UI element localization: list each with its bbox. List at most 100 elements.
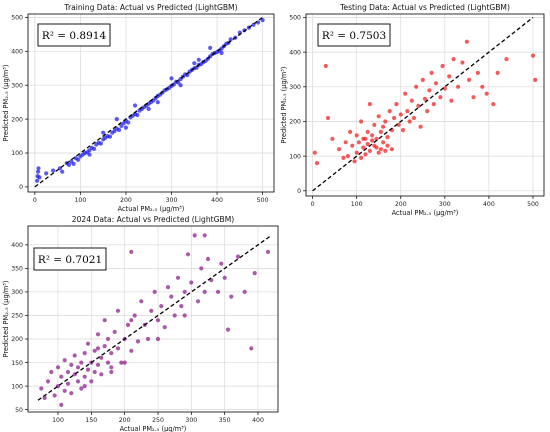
data-point bbox=[76, 157, 81, 162]
data-point bbox=[215, 289, 221, 294]
data-point bbox=[165, 285, 171, 290]
data-point bbox=[222, 275, 227, 280]
data-point bbox=[431, 102, 436, 107]
data-point bbox=[356, 140, 361, 145]
data-point bbox=[440, 63, 445, 69]
data-point bbox=[249, 346, 254, 351]
x-tick-label: 250 bbox=[152, 417, 164, 424]
chart-train: 0 100 200 300 400 500 0 100 200 300 400 500 Training… bbox=[2, 3, 275, 213]
data-point bbox=[447, 74, 452, 79]
data-point bbox=[175, 275, 181, 280]
data-point bbox=[159, 304, 164, 309]
data-point bbox=[129, 348, 134, 353]
data-point bbox=[195, 299, 201, 304]
x-tick-label: 0 bbox=[33, 197, 37, 204]
data-point bbox=[491, 102, 496, 107]
data-point bbox=[219, 50, 224, 56]
data-point bbox=[169, 76, 174, 81]
data-point bbox=[235, 254, 241, 259]
y-axis-label: Predicted PM₂.₅ (μg/m³) bbox=[280, 66, 288, 143]
data-point bbox=[385, 143, 390, 148]
data-point bbox=[359, 119, 364, 124]
data-point bbox=[381, 124, 386, 129]
x-tick-label: 400 bbox=[252, 417, 264, 424]
y-tick-label: 200 bbox=[289, 119, 301, 126]
data-point bbox=[398, 112, 403, 117]
plot-frame bbox=[27, 13, 275, 193]
data-point bbox=[374, 136, 379, 141]
x-tick-label: 100 bbox=[52, 417, 64, 424]
data-point bbox=[62, 358, 67, 363]
data-point bbox=[139, 299, 144, 304]
data-point bbox=[82, 351, 87, 356]
chart-title: 2024 Data: Actual vs Predicted (LightGBM… bbox=[72, 215, 235, 224]
data-point bbox=[370, 138, 375, 143]
data-point bbox=[365, 129, 370, 134]
chart-title: Testing Data: Actual vs Predicted (Light… bbox=[339, 3, 510, 12]
data-point bbox=[422, 96, 428, 101]
data-point bbox=[323, 63, 328, 69]
data-point bbox=[405, 109, 410, 114]
y-tick-label: 200 bbox=[11, 336, 23, 343]
data-point bbox=[107, 134, 113, 139]
data-point bbox=[79, 386, 84, 391]
y-tick-label: 400 bbox=[11, 48, 23, 55]
y-axis-label: Predicted PM₂.₅ (μg/m³) bbox=[2, 280, 10, 357]
data-point bbox=[314, 161, 320, 166]
data-point bbox=[92, 348, 97, 353]
data-point bbox=[192, 61, 197, 66]
x-tick-label: 300 bbox=[439, 201, 451, 208]
data-point bbox=[359, 155, 364, 160]
data-point bbox=[71, 161, 76, 166]
data-point bbox=[37, 175, 42, 180]
data-point bbox=[352, 159, 357, 164]
data-point bbox=[385, 135, 390, 140]
data-point bbox=[394, 102, 399, 107]
data-point bbox=[115, 346, 121, 351]
data-point bbox=[429, 70, 434, 75]
data-point bbox=[451, 57, 456, 62]
data-point bbox=[62, 388, 67, 393]
y-tick-label: 100 bbox=[11, 150, 23, 157]
data-point bbox=[179, 304, 184, 309]
data-point bbox=[49, 369, 54, 375]
data-point bbox=[383, 119, 388, 124]
x-axis-label: Actual PM₂.₅ (μg/m³) bbox=[120, 425, 187, 432]
data-point bbox=[44, 171, 49, 176]
data-point bbox=[132, 313, 137, 318]
data-point bbox=[418, 124, 423, 129]
data-point bbox=[427, 88, 432, 93]
data-point bbox=[460, 60, 465, 65]
data-point bbox=[403, 91, 408, 96]
data-point bbox=[225, 327, 231, 332]
data-point bbox=[378, 129, 383, 134]
data-point bbox=[172, 313, 177, 318]
data-point bbox=[112, 329, 117, 334]
data-point bbox=[372, 122, 377, 127]
data-point bbox=[182, 313, 187, 318]
y-tick-label: 300 bbox=[289, 84, 301, 91]
data-point bbox=[65, 369, 71, 375]
data-point bbox=[361, 145, 366, 150]
y-tick-label: 500 bbox=[289, 15, 301, 22]
y-tick-label: 50 bbox=[15, 407, 23, 414]
data-point bbox=[348, 129, 353, 134]
data-point bbox=[162, 325, 167, 330]
x-tick-label: 200 bbox=[120, 197, 132, 204]
data-point bbox=[55, 365, 61, 370]
x-tick-label: 500 bbox=[527, 201, 539, 208]
data-point bbox=[105, 360, 111, 365]
data-point bbox=[133, 103, 138, 108]
data-point bbox=[378, 147, 383, 152]
plot-frame bbox=[305, 13, 545, 197]
data-point bbox=[208, 45, 213, 51]
data-point bbox=[82, 374, 87, 379]
x-tick-label: 100 bbox=[74, 197, 86, 204]
data-point bbox=[530, 53, 536, 58]
data-point bbox=[69, 362, 74, 367]
data-point bbox=[105, 336, 111, 342]
data-point bbox=[146, 106, 151, 111]
data-point bbox=[202, 289, 207, 294]
y-tick-label: 300 bbox=[11, 289, 23, 296]
chart-y2024: 100 150 200 250 300 350 400 50 100 150 200 250 300 35… bbox=[2, 215, 279, 432]
